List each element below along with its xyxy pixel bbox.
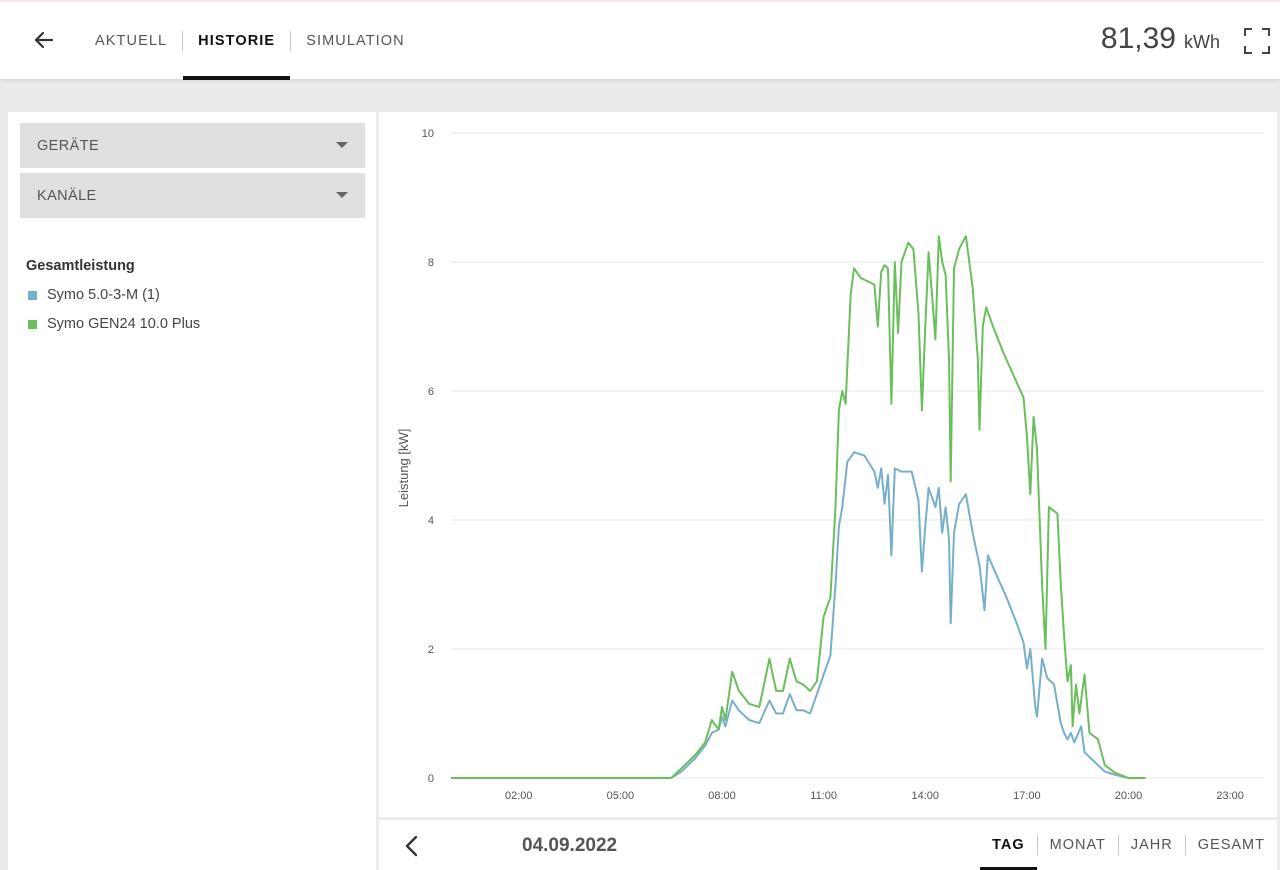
x-tick-label: 02:00 [505,790,533,802]
devices-dropdown[interactable]: GERÄTE [20,123,365,168]
tab-historie[interactable]: HISTORIE [183,2,291,80]
legend-swatch [28,319,37,329]
chart-series [451,235,1146,779]
x-tick-label: 05:00 [607,790,635,802]
y-tick-label: 0 [428,773,434,785]
series-line-2 [451,235,1146,779]
legend-item-symo-5[interactable]: Symo 5.0-3-M (1) [28,287,160,303]
range-tab-jahr[interactable]: JAHR [1119,820,1185,870]
fullscreen-button[interactable] [1242,26,1272,56]
tab-historie-label: HISTORIE [198,32,276,49]
range-tab-gesamt[interactable]: GESAMT [1186,820,1277,870]
selected-date: 04.09.2022 [522,835,618,856]
x-tick-label: 11:00 [810,790,837,802]
back-button[interactable] [28,24,60,56]
channels-dropdown[interactable]: KANÄLE [20,173,365,218]
tab-divider [182,30,184,51]
fullscreen-icon [1244,28,1270,54]
range-tab-label: TAG [992,837,1025,853]
y-axis-label: Leistung [kW] [396,429,411,508]
tab-aktuell[interactable]: AKTUELL [80,2,182,79]
y-tick-label: 8 [428,257,434,269]
x-tick-label: 20:00 [1115,790,1143,802]
total-energy: 81,39 kWh [1101,22,1220,56]
caret-down-icon [336,192,348,198]
x-tick-label: 23:00 [1216,790,1244,802]
legend-item-symo-gen24[interactable]: Symo GEN24 10.0 Plus [28,316,200,332]
chart-grid: 0 2 4 6 8 10 [422,128,1264,785]
chart-panel: 0 2 4 6 8 10 02:00 05:00 08:00 11:00 14:00 17:00 20… [379,112,1277,817]
tab-simulation-label: SIMULATION [306,32,405,49]
tab-aktuell-label: AKTUELL [95,32,168,49]
x-tick-label: 14:00 [911,790,939,802]
x-axis-ticks: 02:00 05:00 08:00 11:00 14:00 17:00 20:00 23:00 [505,790,1244,802]
range-tab-label: GESAMT [1197,837,1265,853]
x-tick-label: 17:00 [1013,790,1041,802]
range-tab-monat[interactable]: MONAT [1038,820,1118,870]
series-line-1 [451,451,1146,779]
x-tick-label: 08:00 [708,790,736,802]
range-tab-label: MONAT [1049,837,1106,853]
chevron-left-icon [405,835,418,857]
devices-dropdown-label: GERÄTE [37,137,100,154]
main-tabs: AKTUELL HISTORIE SIMULATION [80,2,420,80]
y-tick-label: 6 [428,386,434,398]
range-divider [1036,835,1038,855]
caret-down-icon [336,142,348,148]
previous-date-button[interactable] [399,833,425,859]
y-tick-label: 4 [428,515,434,527]
range-tab-label: JAHR [1130,837,1173,853]
date-footer: 04.09.2022 TAG MONAT JAHR GESAMT [379,820,1277,870]
tab-simulation[interactable]: SIMULATION [291,2,420,79]
total-energy-value: 81,39 [1100,22,1176,55]
range-divider [1117,835,1119,855]
top-bar: AKTUELL HISTORIE SIMULATION 81,39 kWh [0,0,1280,80]
legend-item-label: Symo GEN24 10.0 Plus [47,316,201,332]
legend-title: Gesamtleistung [26,258,135,274]
y-tick-label: 2 [428,644,434,656]
sidebar: GERÄTE KANÄLE Gesamtleistung Symo 5.0-3-… [8,112,376,870]
legend-swatch [28,290,37,300]
legend-item-label: Symo 5.0-3-M (1) [47,287,160,303]
tab-divider [290,30,292,51]
range-divider [1184,835,1186,855]
arrow-left-icon [34,31,54,49]
channels-dropdown-label: KANÄLE [37,187,97,204]
range-tab-tag[interactable]: TAG [980,820,1037,870]
total-energy-unit: kWh [1184,32,1220,52]
y-tick-label: 10 [422,128,434,140]
range-tabs: TAG MONAT JAHR GESAMT [980,820,1277,870]
power-chart: 0 2 4 6 8 10 02:00 05:00 08:00 11:00 14:00 17:00 20… [396,128,1264,802]
